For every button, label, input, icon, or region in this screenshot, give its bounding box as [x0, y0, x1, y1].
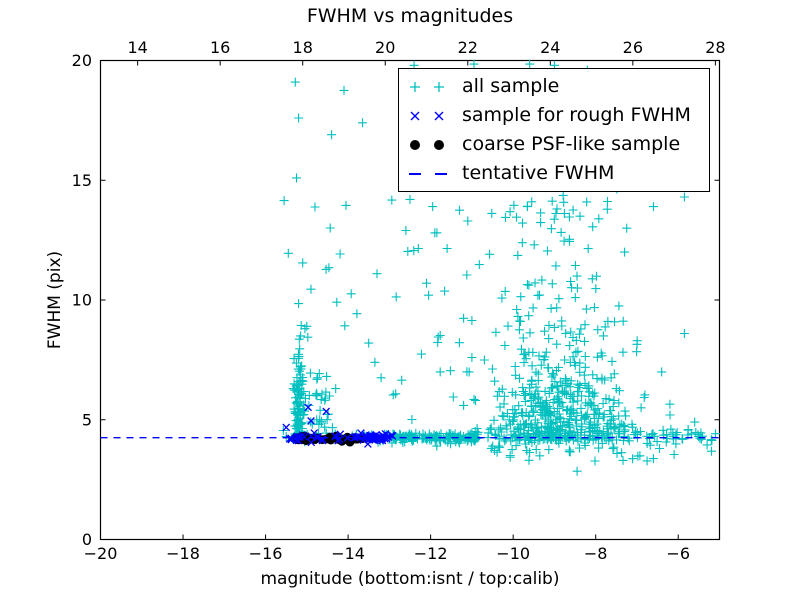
svg-text:−6: −6	[666, 544, 690, 563]
svg-text:−10: −10	[496, 544, 530, 563]
svg-text:−14: −14	[331, 544, 365, 563]
legend-item-rough-fwhm: sample for rough FWHM	[405, 105, 709, 127]
svg-text:26: 26	[623, 38, 643, 57]
dashed-line-icon	[409, 172, 449, 175]
legend-label: coarse PSF-like sample	[462, 133, 681, 155]
svg-text:14: 14	[127, 38, 147, 57]
legend-label: tentative FWHM	[462, 162, 615, 184]
legend-label: all sample	[462, 75, 560, 97]
svg-text:28: 28	[705, 38, 725, 57]
svg-text:−20: −20	[84, 544, 118, 563]
svg-text:0: 0	[82, 530, 92, 549]
svg-text:−8: −8	[584, 544, 608, 563]
svg-text:22: 22	[458, 38, 478, 57]
svg-text:15: 15	[72, 171, 92, 190]
plus-marker-icon	[410, 81, 444, 92]
svg-text:18: 18	[293, 38, 313, 57]
svg-text:24: 24	[540, 38, 560, 57]
svg-text:20: 20	[375, 38, 395, 57]
dot-marker-icon	[410, 139, 444, 150]
svg-text:10: 10	[72, 291, 92, 310]
svg-text:16: 16	[210, 38, 230, 57]
chart-title: FWHM vs magnitudes	[306, 5, 514, 27]
svg-text:5: 5	[82, 410, 92, 429]
svg-text:−16: −16	[249, 544, 283, 563]
legend: all sample sample for rough FWHM coarse …	[398, 68, 710, 192]
svg-text:−12: −12	[414, 544, 448, 563]
svg-text:20: 20	[72, 51, 92, 70]
legend-item-psf-sample: coarse PSF-like sample	[405, 134, 709, 156]
legend-item-all-sample: all sample	[405, 76, 709, 98]
svg-text:−18: −18	[166, 544, 200, 563]
legend-item-tentative-fwhm: tentative FWHM	[405, 163, 709, 185]
x-axis-label: magnitude (bottom:isnt / top:calib)	[260, 569, 560, 589]
y-axis-label: FWHM (pix)	[45, 250, 65, 350]
cross-marker-icon	[410, 111, 444, 120]
legend-label: sample for rough FWHM	[462, 104, 691, 126]
